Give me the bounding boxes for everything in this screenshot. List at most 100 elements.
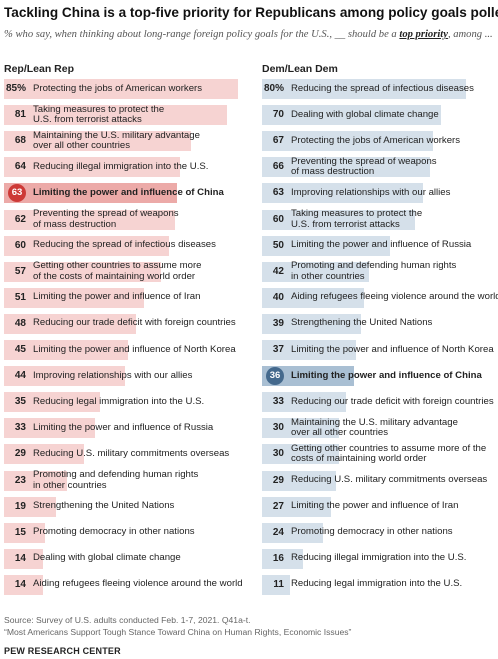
- dem-category-label: Improving relationships with our allies: [291, 186, 451, 198]
- rep-category-label: Promoting and defending human rights in o…: [33, 468, 199, 491]
- rep-category-label: Aiding refugees fleeing violence around …: [33, 578, 243, 590]
- rep-value-label: 68: [14, 135, 26, 147]
- dem-bar: [262, 157, 431, 178]
- dem-value-label: 30: [272, 422, 284, 434]
- dem-bar: [262, 392, 347, 413]
- rep-bar: [4, 574, 43, 595]
- rep-value-label: 14: [14, 552, 26, 564]
- dem-bar: [262, 183, 423, 204]
- dem-bar: [262, 444, 339, 465]
- rep-category-label: Reducing our trade deficit with foreign …: [33, 317, 236, 329]
- dem-category-label: Protecting the jobs of American workers: [291, 134, 461, 146]
- dem-category-label: Reducing U.S. military commitments overs…: [291, 474, 488, 486]
- rep-column-title: Rep/Lean Rep: [4, 63, 75, 75]
- dem-bar: [262, 287, 364, 308]
- rep-value-label: 14: [14, 578, 26, 590]
- dem-bar: [262, 105, 441, 126]
- rep-value-label: 63: [8, 184, 26, 203]
- dem-value-label: 36: [266, 367, 284, 386]
- dem-value-label: 80%: [263, 83, 284, 94]
- dem-value-label: 27: [272, 500, 284, 512]
- rep-bar: [4, 470, 68, 491]
- rep-bar: [4, 261, 161, 282]
- dem-category-label: Promoting and defending human rights in o…: [291, 260, 457, 282]
- rep-category-label: Limiting the power and influence of Nort…: [33, 343, 236, 355]
- dem-value-label: 50: [272, 239, 284, 251]
- subtitle-text-end: , among ...: [447, 29, 493, 40]
- dem-bar: [262, 574, 291, 595]
- rep-category-label: Strengthening the United Nations: [33, 500, 175, 512]
- chart-subtitle: % who say, when thinking about long-rang…: [4, 28, 494, 41]
- rep-bar: [4, 548, 43, 569]
- dem-category-label: Reducing our trade deficit with foreign …: [291, 395, 494, 407]
- rep-bar: [4, 418, 95, 439]
- dem-value-label: 37: [272, 344, 284, 355]
- rep-bar: [4, 183, 178, 204]
- dem-value-label: 42: [272, 265, 284, 277]
- dem-bar: [262, 548, 303, 569]
- rep-value-label: 23: [14, 474, 26, 486]
- dem-category-label: Preventing the spread of weapons of mass …: [291, 155, 437, 178]
- dem-bar: [262, 366, 354, 387]
- rep-value-label: 57: [14, 265, 26, 277]
- dem-category-label: Maintaining the U.S. military advantage o…: [291, 416, 458, 439]
- rep-value-label: 44: [14, 370, 26, 382]
- dem-bar: [262, 522, 324, 543]
- rep-value-label: 45: [14, 344, 26, 355]
- rep-category-label: Reducing legal immigration into the U.S.: [33, 395, 205, 407]
- rep-value-label: 29: [14, 448, 26, 460]
- dem-bar: [262, 209, 415, 230]
- rep-category-label: Improving relationships with our allies: [33, 369, 193, 381]
- rep-value-label: 64: [14, 161, 26, 173]
- rep-category-label: Promoting democracy in other nations: [33, 526, 195, 538]
- rep-bar: [4, 340, 128, 360]
- rep-category-label: Maintaining the U.S. military advantage o…: [33, 129, 200, 152]
- rep-value-label: 85%: [5, 83, 26, 94]
- dem-category-label: Limiting the power and influence of Nort…: [291, 343, 494, 355]
- dem-bar: [262, 313, 362, 334]
- rep-category-label: Limiting the power and influence of Russ…: [33, 421, 214, 433]
- dem-category-label: Limiting the power and influence of Russ…: [291, 239, 472, 251]
- dem-category-label: Promoting democracy in other nations: [291, 526, 453, 538]
- dem-category-label: Strengthening the United Nations: [291, 317, 433, 329]
- rep-bar: [4, 392, 101, 413]
- dem-column-title: Dem/Lean Dem: [262, 63, 338, 75]
- dem-value-label: 24: [272, 526, 284, 538]
- rep-value-label: 62: [14, 213, 26, 225]
- rep-value-label: 19: [14, 500, 26, 512]
- rep-category-label: Taking measures to protect the U.S. from …: [33, 103, 165, 126]
- rep-category-label: Getting other countries to assume more of…: [33, 260, 202, 282]
- rep-bar: [4, 496, 57, 517]
- rep-bar: [4, 522, 46, 543]
- rep-bar: [4, 366, 125, 387]
- dem-category-label: Reducing the spread of infectious diseas…: [291, 82, 474, 94]
- report-title: “Most Americans Support Tough Stance Tow…: [4, 627, 352, 637]
- dem-category-label: Limiting the power and influence of Iran: [291, 500, 459, 512]
- dem-category-label: Reducing illegal immigration into the U.…: [291, 552, 467, 564]
- dem-value-label: 63: [272, 187, 284, 199]
- rep-value-label: 81: [14, 109, 26, 121]
- dem-bar: [262, 340, 357, 360]
- dem-bar: [262, 131, 433, 152]
- dem-category-label: Getting other countries to assume more o…: [291, 442, 487, 465]
- dem-bar: [262, 79, 466, 99]
- chart-title: Tackling China is a top-five priority fo…: [4, 5, 498, 20]
- rep-category-label: Reducing the spread of infectious diseas…: [33, 239, 216, 251]
- dem-value-label: 30: [272, 448, 284, 460]
- dem-value-label: 11: [273, 578, 284, 590]
- rep-category-label: Limiting the power and influence of Chin…: [33, 186, 224, 198]
- rep-bar: [4, 444, 84, 465]
- rep-category-label: Dealing with global climate change: [33, 552, 181, 564]
- rep-bar: [4, 157, 180, 178]
- rep-category-label: Reducing illegal immigration into the U.…: [33, 160, 209, 172]
- dem-value-label: 40: [272, 291, 284, 303]
- dem-category-label: Taking measures to protect the U.S. from …: [291, 207, 423, 230]
- dem-value-label: 66: [272, 161, 284, 173]
- dem-value-label: 67: [272, 135, 284, 147]
- subtitle-emphasis: top priority: [399, 29, 448, 40]
- dem-bar: [262, 261, 370, 282]
- dem-value-label: 33: [272, 396, 284, 408]
- dem-category-label: Aiding refugees fleeing violence around …: [291, 291, 498, 303]
- rep-value-label: 51: [14, 291, 26, 303]
- dem-category-label: Reducing legal immigration into the U.S.: [291, 578, 463, 590]
